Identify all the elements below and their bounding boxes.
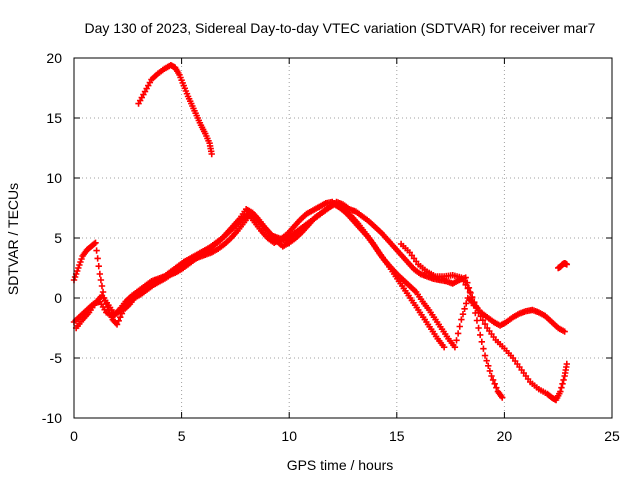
- y-tick-label: 15: [46, 110, 62, 126]
- chart-title: Day 130 of 2023, Sidereal Day-to-day VTE…: [85, 20, 596, 36]
- y-axis-label: SDTVAR / TECUs: [5, 183, 21, 295]
- data-point: [97, 276, 105, 284]
- data-point: [558, 384, 565, 391]
- data-point: [481, 320, 489, 328]
- data-point: [115, 317, 122, 324]
- data-point: [93, 247, 100, 254]
- x-axis-label: GPS time / hours: [287, 457, 394, 473]
- data-point: [475, 324, 482, 332]
- x-tick-label: 5: [178, 428, 186, 444]
- data-point: [473, 317, 481, 324]
- data-point: [76, 261, 83, 269]
- data-point: [466, 288, 474, 296]
- data-point: [77, 258, 84, 266]
- data-point: [561, 328, 568, 335]
- x-tick-label: 20: [497, 428, 513, 444]
- data-point: [454, 330, 462, 337]
- data-point: [464, 285, 472, 292]
- y-tick-label: 20: [46, 50, 62, 66]
- y-tick-label: 0: [54, 290, 62, 306]
- data-point: [460, 278, 467, 285]
- data-point: [113, 321, 121, 328]
- data-point: [499, 394, 506, 401]
- data-point: [459, 311, 467, 318]
- y-tick-label: 5: [54, 230, 62, 246]
- data-point: [480, 345, 487, 352]
- data-point: [451, 344, 459, 351]
- data-point: [458, 316, 465, 323]
- data-point: [471, 299, 478, 306]
- data-point: [491, 380, 498, 387]
- data-point: [557, 388, 564, 395]
- data-point: [493, 384, 500, 391]
- y-tick-label: 10: [46, 170, 62, 186]
- x-tick-label: 10: [281, 428, 297, 444]
- data-point: [483, 357, 490, 364]
- data-point: [98, 282, 106, 290]
- data-point: [475, 309, 482, 316]
- x-tick-label: 0: [70, 428, 78, 444]
- data-point: [478, 338, 486, 345]
- data-point: [96, 270, 104, 278]
- data-point: [440, 344, 448, 351]
- data-point: [458, 274, 465, 281]
- data-point: [95, 263, 102, 270]
- data-point: [563, 360, 571, 368]
- data-point: [71, 273, 79, 281]
- x-tick-label: 25: [604, 428, 620, 444]
- data-point: [78, 255, 85, 263]
- data-point: [453, 337, 460, 344]
- data-points: [70, 62, 571, 404]
- data-point: [485, 362, 492, 369]
- data-point: [75, 264, 82, 272]
- data-point: [461, 305, 468, 312]
- data-point: [463, 300, 470, 307]
- data-point: [479, 317, 487, 324]
- data-point: [117, 314, 124, 321]
- data-point: [91, 240, 98, 247]
- data-point: [559, 380, 566, 387]
- data-point: [476, 331, 484, 339]
- data-point: [74, 267, 81, 275]
- plot-frame: [73, 57, 613, 419]
- data-point: [208, 150, 215, 158]
- data-point: [462, 281, 469, 288]
- data-point: [486, 367, 494, 375]
- data-point: [468, 293, 476, 301]
- data-point: [481, 352, 489, 359]
- y-tick-label: -5: [50, 350, 63, 366]
- data-point: [99, 288, 107, 296]
- data-point: [456, 323, 463, 330]
- data-point: [488, 372, 495, 380]
- data-point: [563, 261, 571, 268]
- data-point: [477, 313, 484, 320]
- y-tick-label: -10: [42, 410, 62, 426]
- axis-ticks: 0 5 10 15 20 25 -10 -5 0 5 10 15 20: [42, 50, 620, 444]
- data-point: [489, 376, 497, 384]
- data-point: [560, 376, 567, 384]
- x-tick-label: 15: [389, 428, 405, 444]
- data-point: [94, 255, 101, 262]
- data-point: [92, 239, 99, 246]
- data-point: [473, 304, 480, 311]
- grid: [74, 58, 612, 418]
